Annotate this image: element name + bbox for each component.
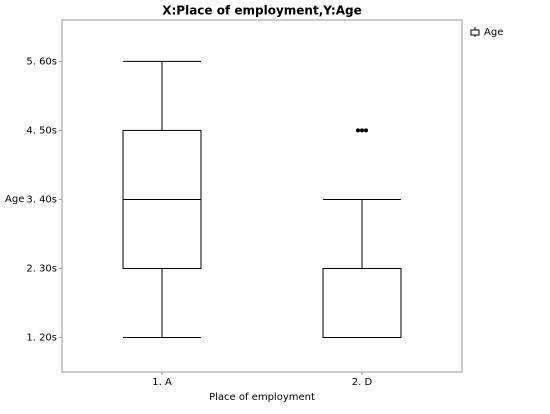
- plot-frame: [61, 19, 463, 373]
- x-axis-label: Place of employment: [209, 392, 315, 403]
- legend-icon: [470, 29, 480, 36]
- outlier: [356, 128, 360, 133]
- y-tick-label: 2. 30s: [26, 263, 57, 274]
- y-tick-label: 1. 20s: [26, 332, 57, 343]
- outlier: [360, 128, 364, 133]
- y-tick-label: 4. 50s: [26, 125, 57, 136]
- legend: Age: [470, 27, 503, 38]
- y-axis-label: Age: [5, 194, 24, 205]
- chart-title: X:Place of employment,Y:Age: [162, 4, 361, 18]
- x-tick-label: 2. D: [352, 377, 373, 388]
- x-tick-label: 1. A: [152, 377, 172, 388]
- y-tick-label: 5. 60s: [26, 56, 57, 67]
- y-tick-label: 3. 40s: [26, 194, 57, 205]
- outlier: [364, 128, 368, 133]
- legend-label: Age: [484, 27, 503, 38]
